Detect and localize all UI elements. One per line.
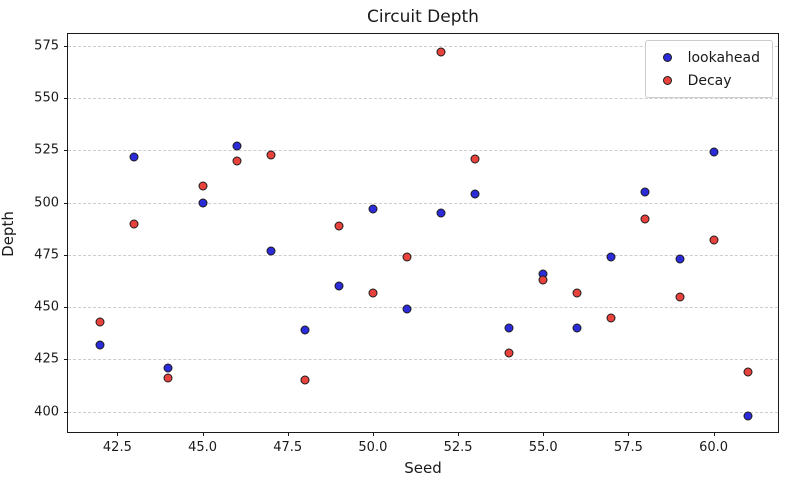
xtick-mark-45 — [202, 432, 204, 436]
scatter-point-Decay-seed-47 — [266, 150, 276, 160]
scatter-point-Decay-seed-53 — [470, 154, 480, 164]
ytick-mark-550 — [64, 98, 68, 100]
ytick-label-400: 400 — [34, 404, 59, 420]
gridline-y-425 — [68, 359, 778, 361]
y-axis-label: Depth — [0, 211, 17, 257]
gridline-y-500 — [68, 202, 778, 204]
xtick-label-55: 55.0 — [528, 440, 558, 455]
scatter-point-lookahead-seed-44 — [163, 363, 173, 373]
xtick-mark-52.5 — [458, 432, 460, 436]
scatter-point-lookahead-seed-57 — [606, 252, 616, 262]
ytick-label-475: 475 — [34, 247, 59, 263]
gridline-y-550 — [68, 98, 778, 100]
legend-entries: lookahead Decay — [655, 46, 760, 92]
scatter-point-lookahead-seed-53 — [470, 189, 480, 199]
plot-area: 400 425 450 475 500 525 550 575 42.5 45.0 47.5 50.0… — [34, 33, 779, 455]
scatter-point-lookahead-seed-43 — [129, 152, 139, 162]
gridline-y-525 — [68, 150, 778, 152]
scatter-point-lookahead-seed-59 — [675, 254, 684, 264]
xtick-mark-47.5 — [287, 432, 289, 436]
scatter-point-lookahead-seed-47 — [266, 246, 276, 256]
legend-marker-lookahead-icon — [662, 53, 672, 62]
gridline-y-475 — [68, 254, 778, 256]
xtick-mark-50 — [372, 432, 374, 436]
legend-marker-Decay-icon — [662, 76, 672, 85]
xtick-mark-60 — [713, 432, 715, 436]
ytick-mark-450 — [64, 307, 68, 309]
scatter-point-lookahead-seed-48 — [300, 325, 310, 335]
ytick-mark-500 — [64, 202, 68, 204]
scatter-point-Decay-seed-45 — [198, 181, 208, 191]
ytick-label-450: 450 — [34, 299, 59, 315]
scatter-point-lookahead-seed-54 — [504, 323, 514, 333]
scatter-point-Decay-seed-42 — [95, 317, 105, 327]
scatter-point-Decay-seed-61 — [743, 367, 753, 377]
xtick-label-47.5: 47.5 — [273, 440, 303, 455]
legend-entry-lookahead: lookahead — [655, 46, 760, 69]
legend: lookahead Decay — [644, 40, 773, 98]
x-axis-label: Seed — [404, 459, 442, 477]
xtick-label-57.5: 57.5 — [613, 440, 643, 455]
scatter-point-Decay-seed-55 — [538, 275, 548, 285]
xtick-mark-57.5 — [628, 432, 630, 436]
ytick-mark-525 — [64, 150, 68, 152]
ytick-mark-575 — [64, 45, 68, 47]
xtick-label-42.5: 42.5 — [102, 440, 132, 455]
scatter-point-Decay-seed-44 — [163, 373, 173, 383]
ytick-label-425: 425 — [34, 351, 59, 367]
scatter-point-Decay-seed-49 — [334, 221, 344, 231]
ytick-label-500: 500 — [34, 195, 59, 211]
scatter-point-Decay-seed-57 — [606, 313, 616, 323]
scatter-point-lookahead-seed-50 — [368, 204, 378, 214]
scatter-point-Decay-seed-60 — [709, 235, 719, 245]
legend-entry-Decay: Decay — [655, 69, 760, 92]
gridline-y-400 — [68, 411, 778, 413]
scatter-point-Decay-seed-56 — [572, 288, 582, 298]
scatter-point-Decay-seed-54 — [504, 348, 514, 358]
scatter-point-Decay-seed-43 — [129, 219, 139, 229]
xtick-label-60: 60.0 — [699, 440, 729, 455]
scatter-point-lookahead-seed-42 — [95, 340, 105, 350]
xtick-label-45: 45.0 — [188, 440, 218, 455]
scatter-point-lookahead-seed-45 — [198, 198, 208, 208]
scatter-point-Decay-seed-52 — [436, 47, 446, 57]
scatter-point-lookahead-seed-61 — [743, 411, 753, 421]
ytick-mark-475 — [64, 254, 68, 256]
xtick-mark-55 — [543, 432, 545, 436]
scatter-point-Decay-seed-58 — [640, 214, 650, 224]
gridline-y-575 — [68, 45, 778, 47]
legend-label-Decay: Decay — [687, 72, 732, 89]
scatter-point-lookahead-seed-52 — [436, 208, 446, 218]
ytick-label-525: 525 — [34, 142, 59, 158]
scatter-point-lookahead-seed-46 — [232, 141, 242, 151]
scatter-point-Decay-seed-48 — [300, 375, 310, 385]
scatter-point-lookahead-seed-49 — [334, 281, 344, 291]
scatter-point-Decay-seed-59 — [675, 292, 684, 302]
scatter-point-lookahead-seed-51 — [402, 304, 412, 314]
legend-label-lookahead: lookahead — [687, 49, 760, 66]
chart-title: Circuit Depth — [367, 7, 479, 27]
xtick-label-50: 50.0 — [358, 440, 388, 455]
scatter-point-lookahead-seed-60 — [709, 147, 719, 157]
xtick-label-52.5: 52.5 — [443, 440, 473, 455]
ytick-label-550: 550 — [34, 90, 59, 106]
xtick-mark-42.5 — [117, 432, 119, 436]
ytick-mark-400 — [64, 411, 68, 413]
scatter-point-lookahead-seed-56 — [572, 323, 582, 333]
scatter-point-lookahead-seed-58 — [640, 187, 650, 197]
scatter-point-Decay-seed-51 — [402, 252, 412, 262]
gridline-y-450 — [68, 307, 778, 309]
scatter-point-Decay-seed-46 — [232, 156, 242, 166]
ytick-mark-425 — [64, 359, 68, 361]
scatter-point-Decay-seed-50 — [368, 288, 378, 298]
ytick-label-575: 575 — [34, 38, 59, 54]
